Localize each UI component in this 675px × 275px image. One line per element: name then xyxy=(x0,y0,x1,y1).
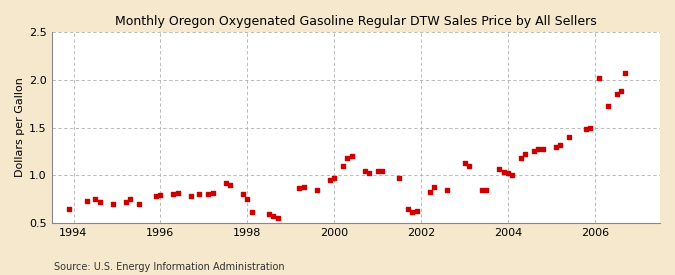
Point xyxy=(268,214,279,219)
Point xyxy=(359,168,370,173)
Y-axis label: Dollars per Gallon: Dollars per Gallon xyxy=(15,78,25,177)
Point xyxy=(125,197,136,202)
Point xyxy=(394,176,405,180)
Point xyxy=(411,208,422,213)
Point xyxy=(133,202,144,206)
Point xyxy=(329,176,340,180)
Point xyxy=(580,127,591,132)
Point xyxy=(494,166,505,171)
Point xyxy=(151,194,161,199)
Point xyxy=(620,71,630,75)
Point xyxy=(429,185,439,189)
Point xyxy=(464,164,475,168)
Title: Monthly Oregon Oxygenated Gasoline Regular DTW Sales Price by All Sellers: Monthly Oregon Oxygenated Gasoline Regul… xyxy=(115,15,597,28)
Point xyxy=(585,125,596,130)
Point xyxy=(63,207,74,211)
Point xyxy=(342,156,352,160)
Point xyxy=(294,186,305,190)
Point xyxy=(325,178,335,182)
Point xyxy=(550,144,561,149)
Point xyxy=(402,207,413,211)
Point xyxy=(90,197,101,202)
Point xyxy=(242,197,252,202)
Point xyxy=(481,188,491,192)
Point xyxy=(272,216,283,221)
Point xyxy=(372,168,383,173)
Point xyxy=(225,183,236,187)
Point xyxy=(407,210,418,214)
Point xyxy=(364,171,375,176)
Point xyxy=(611,92,622,96)
Text: Source: U.S. Energy Information Administration: Source: U.S. Energy Information Administ… xyxy=(54,262,285,272)
Point xyxy=(81,199,92,203)
Point xyxy=(603,103,614,108)
Point xyxy=(346,154,357,158)
Point xyxy=(520,152,531,156)
Point xyxy=(498,170,509,175)
Point xyxy=(238,192,248,197)
Point xyxy=(168,192,179,197)
Point xyxy=(172,190,183,195)
Point xyxy=(264,211,275,216)
Point xyxy=(95,200,105,204)
Point xyxy=(186,194,196,199)
Point xyxy=(459,161,470,165)
Point xyxy=(246,210,257,214)
Point xyxy=(441,188,452,192)
Point xyxy=(555,142,566,147)
Point xyxy=(594,76,605,80)
Point xyxy=(298,185,309,189)
Point xyxy=(477,188,487,192)
Point xyxy=(311,188,322,192)
Point xyxy=(155,193,166,198)
Point xyxy=(516,156,526,160)
Point xyxy=(207,190,218,195)
Point xyxy=(107,202,118,206)
Point xyxy=(220,181,231,185)
Point xyxy=(503,171,514,176)
Point xyxy=(202,192,213,197)
Point xyxy=(425,189,435,194)
Point xyxy=(377,168,387,173)
Point xyxy=(338,164,348,168)
Point xyxy=(194,192,205,197)
Point xyxy=(529,149,539,154)
Point xyxy=(564,135,574,139)
Point xyxy=(537,146,548,151)
Point xyxy=(120,200,131,204)
Point xyxy=(507,173,518,178)
Point xyxy=(616,89,626,94)
Point xyxy=(533,146,544,151)
